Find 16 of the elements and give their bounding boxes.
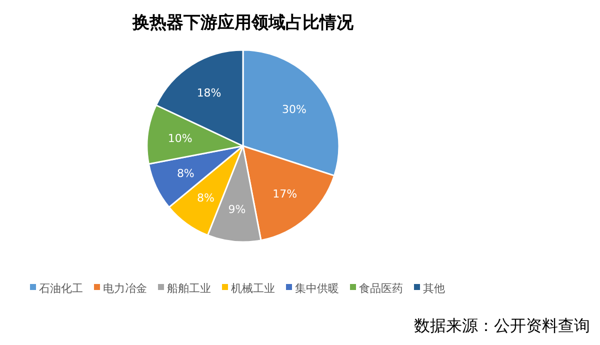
legend-label: 电力冶金 xyxy=(103,282,147,295)
legend-label: 其他 xyxy=(423,282,445,295)
legend-label: 船舶工业 xyxy=(167,282,211,295)
legend-label: 石油化工 xyxy=(39,282,83,295)
data-label: 18% xyxy=(196,86,222,100)
source-note: 数据来源：公开资料查询 xyxy=(414,316,590,335)
data-label: 8% xyxy=(176,166,194,180)
legend-label: 集中供暖 xyxy=(295,282,339,295)
data-label: 9% xyxy=(228,203,246,216)
data-label: 10% xyxy=(168,132,192,146)
legend-label: 食品医药 xyxy=(359,282,403,295)
chart-title: 换热器下游应用领域占比情况 xyxy=(132,13,354,33)
data-label: 30% xyxy=(282,102,306,116)
data-label: 8% xyxy=(197,191,214,204)
legend-label: 机械工业 xyxy=(231,282,275,295)
data-label: 17% xyxy=(272,188,298,201)
